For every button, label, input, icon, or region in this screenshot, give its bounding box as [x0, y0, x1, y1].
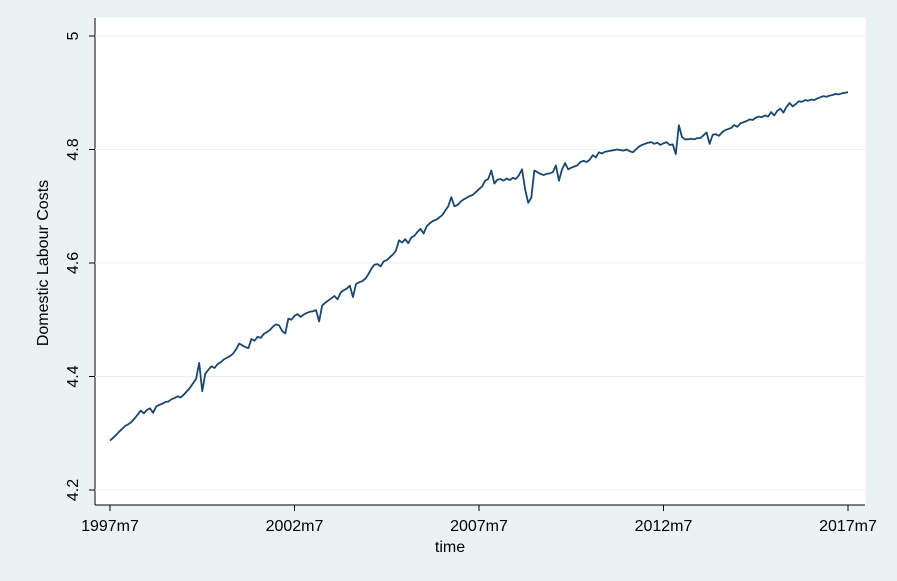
plot-area — [94, 17, 866, 506]
y-tick-label: 4.2 — [65, 479, 82, 501]
y-axis-title: Domestic Labour Costs — [35, 180, 52, 346]
y-tick-label: 4.4 — [65, 365, 82, 387]
x-tick-label: 2002m7 — [266, 518, 324, 535]
y-tick-label: 5 — [65, 31, 82, 40]
series-line — [109, 91, 849, 442]
y-tick-label: 4.6 — [65, 252, 82, 274]
x-tick-label: 1997m7 — [81, 518, 139, 535]
x-axis-title: time — [435, 539, 465, 556]
x-tick-label: 2007m7 — [450, 518, 508, 535]
x-tick-label: 2012m7 — [635, 518, 693, 535]
x-tick-label: 2017m7 — [819, 518, 877, 535]
y-tick-label: 4.8 — [65, 138, 82, 160]
